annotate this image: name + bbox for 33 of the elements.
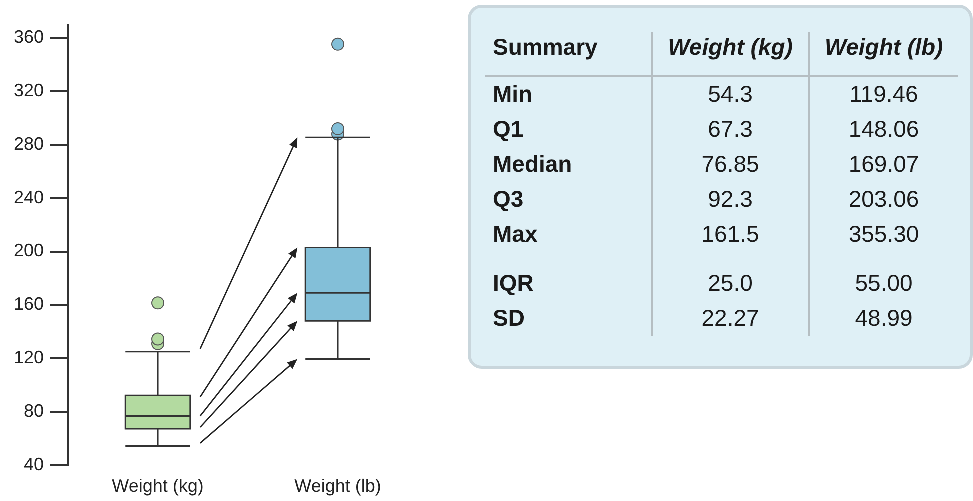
text: 148.06 xyxy=(809,112,958,147)
text: Min xyxy=(492,80,534,109)
text: 76.85 xyxy=(652,147,810,182)
text: Summary xyxy=(485,32,652,76)
text: 22.27 xyxy=(652,301,810,336)
y-tick-label: 120 xyxy=(14,348,44,368)
text: 161.5 xyxy=(652,217,810,252)
text: 355.30 xyxy=(809,217,958,252)
y-tick-label: 160 xyxy=(14,294,44,314)
y-tick-label: 360 xyxy=(14,27,44,48)
y-tick-label: 280 xyxy=(14,134,44,154)
text: 203.06 xyxy=(809,182,958,217)
y-tick-label: 40 xyxy=(24,454,44,474)
text: 54.3 xyxy=(652,76,810,112)
text: Weight (lb) xyxy=(809,32,958,76)
y-tick-label: 240 xyxy=(14,187,44,208)
text: 92.3 xyxy=(652,182,810,217)
y-tick-label: 320 xyxy=(14,80,44,101)
text: 48.99 xyxy=(809,301,958,336)
text: 169.07 xyxy=(809,147,958,182)
text: 67.3 xyxy=(652,112,810,147)
text: 55.00 xyxy=(809,252,958,301)
y-tick-label: 80 xyxy=(24,400,44,421)
text: Median xyxy=(492,150,574,179)
text: Q3 xyxy=(492,185,525,214)
text: 25.0 xyxy=(652,252,810,301)
text: 119.46 xyxy=(809,76,958,112)
text: SD xyxy=(492,304,526,333)
text: Weight (kg) xyxy=(652,32,810,76)
y-tick-label: 200 xyxy=(14,240,44,261)
text: Q1 xyxy=(492,115,525,144)
text: Max xyxy=(492,220,539,249)
text: IQR xyxy=(492,269,535,298)
